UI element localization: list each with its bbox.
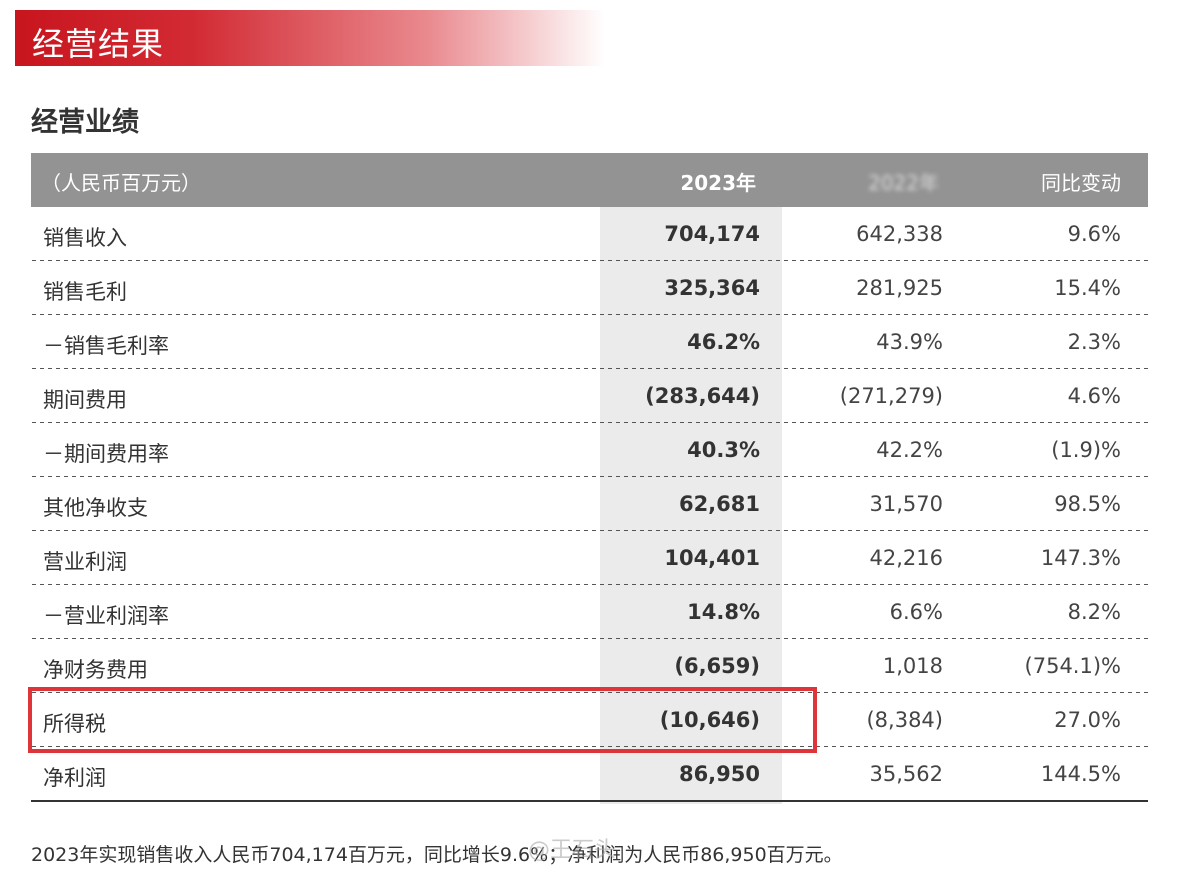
value-2023: 40.3% (687, 438, 760, 462)
table-row: －销售毛利率 46.2% 43.9% 2.3% (31, 315, 1148, 369)
table-row: 其他净收支 62,681 31,570 98.5% (31, 477, 1148, 531)
value-2022: 642,338 (856, 222, 943, 246)
header-2023: 2023年 (680, 171, 756, 195)
row-label: 所得税 (43, 712, 106, 736)
row-label: 净财务费用 (43, 658, 148, 682)
section-title: 经营业绩 (31, 107, 139, 138)
value-2022: 42.2% (876, 438, 943, 462)
value-2022: 31,570 (869, 492, 943, 516)
value-2023: 704,174 (664, 222, 760, 246)
row-label: －销售毛利率 (43, 334, 169, 358)
table-row: 净利润 86,950 35,562 144.5% (31, 747, 1148, 802)
value-2022: (271,279) (839, 384, 943, 408)
results-table: （人民币百万元） 2023年 2022年 同比变动 销售收入 704,174 6… (31, 153, 1148, 804)
value-yoy: 27.0% (1054, 708, 1121, 732)
value-2022: 1,018 (882, 654, 943, 678)
footnote: 2023年实现销售收入人民币704,174百万元，同比增长9.6%；净利润为人民… (31, 844, 843, 866)
value-2023: (10,646) (659, 708, 760, 732)
value-2023: 46.2% (687, 330, 760, 354)
header-2022: 2022年 (868, 171, 939, 195)
value-yoy: 15.4% (1054, 276, 1121, 300)
value-2022: 43.9% (876, 330, 943, 354)
row-label: 销售毛利 (43, 280, 127, 304)
table-row: 期间费用 (283,644) (271,279) 4.6% (31, 369, 1148, 423)
table-row: －营业利润率 14.8% 6.6% 8.2% (31, 585, 1148, 639)
value-2023: (283,644) (645, 384, 760, 408)
value-yoy: 8.2% (1067, 600, 1121, 624)
table-row: 所得税 (10,646) (8,384) 27.0% (31, 693, 1148, 747)
value-2023: 104,401 (664, 546, 760, 570)
value-2023: 86,950 (678, 762, 760, 786)
table-row: 销售收入 704,174 642,338 9.6% (31, 207, 1148, 261)
table-row: 净财务费用 (6,659) 1,018 (754.1)% (31, 639, 1148, 693)
table-row: －期间费用率 40.3% 42.2% (1.9)% (31, 423, 1148, 477)
value-2023: 62,681 (678, 492, 760, 516)
row-label: 期间费用 (43, 388, 127, 412)
row-label: 净利润 (43, 766, 106, 790)
income-tax-highlight-box (28, 687, 817, 753)
value-2022: 35,562 (869, 762, 943, 786)
value-yoy: (754.1)% (1024, 654, 1121, 678)
value-yoy: 144.5% (1040, 762, 1121, 786)
row-label: 其他净收支 (43, 496, 148, 520)
value-2023: 14.8% (687, 600, 760, 624)
value-2023: (6,659) (674, 654, 760, 678)
value-2022: 6.6% (889, 600, 943, 624)
value-yoy: (1.9)% (1051, 438, 1121, 462)
table-row: 营业利润 104,401 42,216 147.3% (31, 531, 1148, 585)
value-2023: 325,364 (664, 276, 760, 300)
row-label: 销售收入 (43, 226, 127, 250)
table-row: 销售毛利 325,364 281,925 15.4% (31, 261, 1148, 315)
watermark: @王石头 (528, 838, 617, 863)
value-yoy: 147.3% (1040, 546, 1121, 570)
row-label: －营业利润率 (43, 604, 169, 628)
table-header: （人民币百万元） 2023年 2022年 同比变动 (31, 153, 1148, 207)
section-banner: 经营结果 (15, 10, 605, 66)
row-label: 营业利润 (43, 550, 127, 574)
value-2022: 281,925 (856, 276, 943, 300)
value-yoy: 9.6% (1067, 222, 1121, 246)
value-yoy: 2.3% (1067, 330, 1121, 354)
header-unit: （人民币百万元） (41, 171, 201, 195)
table-body: 销售收入 704,174 642,338 9.6% 销售毛利 325,364 2… (31, 207, 1148, 804)
value-yoy: 98.5% (1054, 492, 1121, 516)
header-yoy: 同比变动 (1041, 171, 1121, 195)
value-yoy: 4.6% (1067, 384, 1121, 408)
banner-title: 经营结果 (32, 25, 165, 63)
value-2022: (8,384) (866, 708, 943, 732)
row-label: －期间费用率 (43, 442, 169, 466)
value-2022: 42,216 (869, 546, 943, 570)
